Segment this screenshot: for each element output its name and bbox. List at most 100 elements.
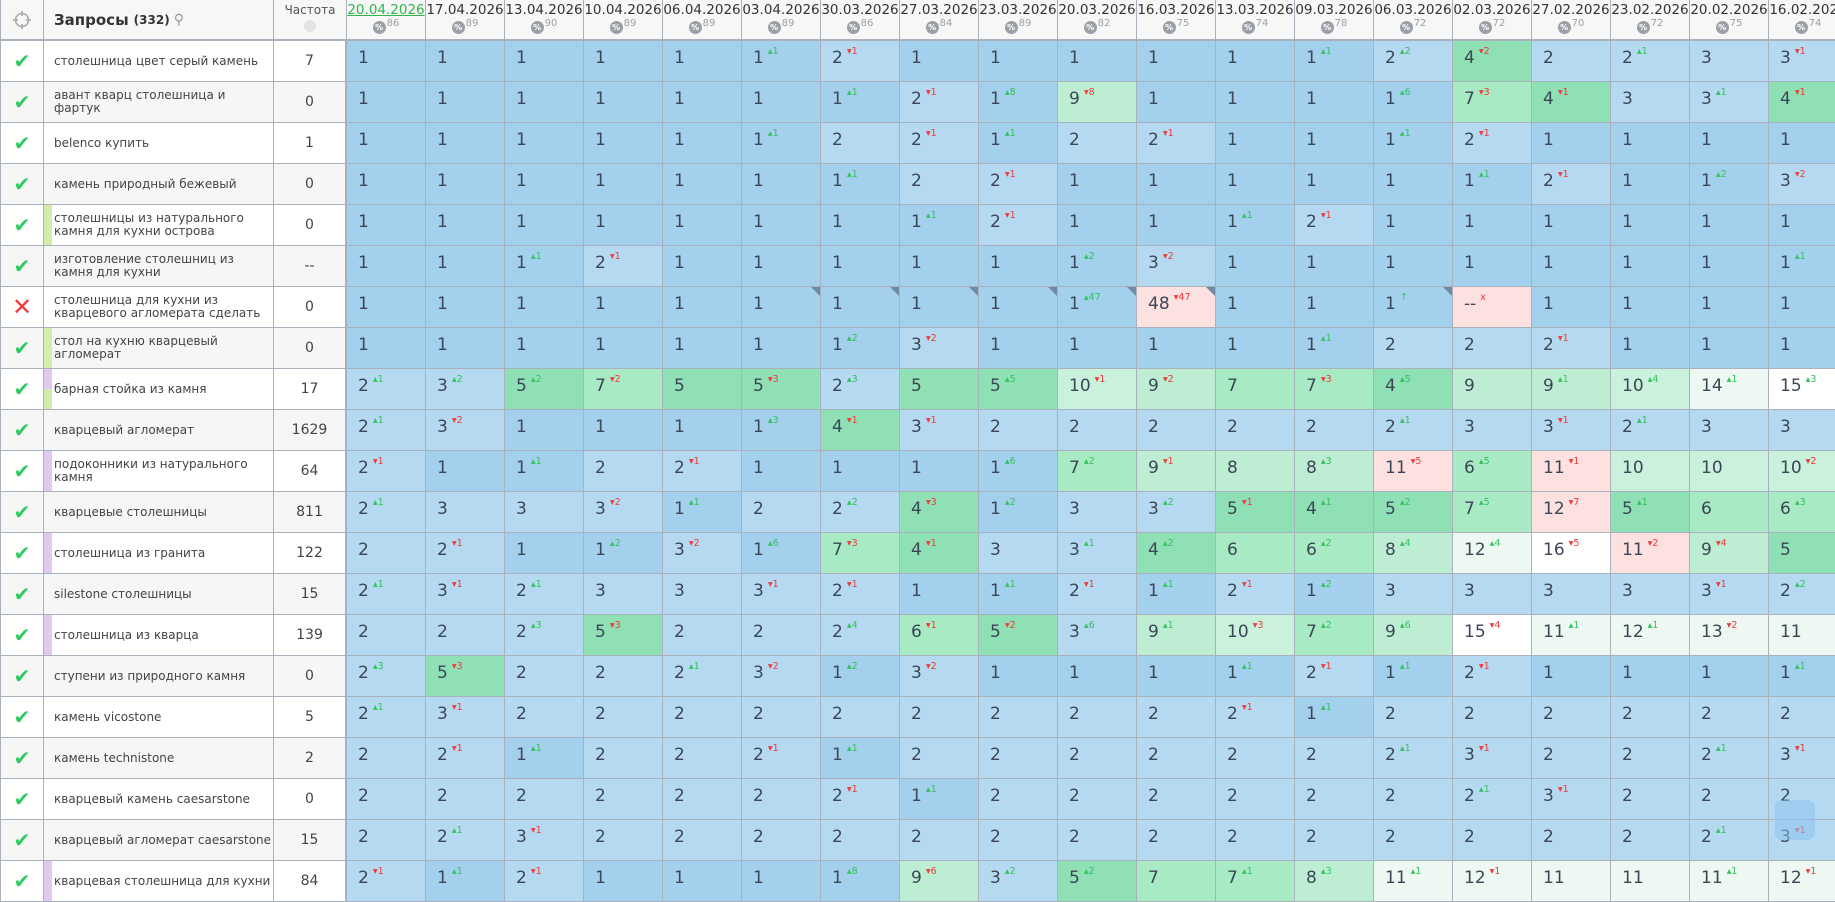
query-cell[interactable]: кварцевый камень caesarstone — [44, 779, 274, 820]
position-cell[interactable]: 1 — [347, 164, 426, 205]
position-cell[interactable]: 1 ▴1 — [505, 738, 584, 779]
position-cell[interactable]: 2 — [1058, 123, 1137, 164]
position-cell[interactable]: 3 — [1532, 574, 1611, 615]
position-cell[interactable]: 2 — [1058, 410, 1137, 451]
position-cell[interactable]: 5 ▾3 — [584, 615, 663, 656]
check-icon[interactable]: ✔ — [1, 451, 44, 492]
position-cell[interactable]: 11 ▾5 — [1374, 451, 1453, 492]
date-column-header[interactable]: 23.02.2026% 72 — [1611, 0, 1690, 41]
position-cell[interactable]: 1 — [1216, 246, 1295, 287]
position-cell[interactable]: 1 — [347, 123, 426, 164]
position-cell[interactable]: 1 ▴2 — [821, 656, 900, 697]
position-cell[interactable]: 3 — [1611, 82, 1690, 123]
position-cell[interactable]: 5 ▾3 — [742, 369, 821, 410]
position-cell[interactable]: 16 ▾5 — [1532, 533, 1611, 574]
query-cell[interactable]: столешница из гранита — [44, 533, 274, 574]
position-cell[interactable]: 5 — [1769, 533, 1835, 574]
position-cell[interactable]: 1 — [1532, 205, 1611, 246]
position-cell[interactable]: 2 — [821, 697, 900, 738]
date-column-header[interactable]: 09.03.2026% 78 — [1295, 0, 1374, 41]
position-cell[interactable]: 9 — [1453, 369, 1532, 410]
position-cell[interactable]: 1 — [347, 82, 426, 123]
position-cell[interactable]: 3 ▾2 — [426, 410, 505, 451]
position-cell[interactable]: 2 — [821, 123, 900, 164]
position-cell[interactable]: 1 ▴2 — [584, 533, 663, 574]
position-cell[interactable]: 1 — [505, 205, 584, 246]
check-icon[interactable]: ✔ — [1, 656, 44, 697]
position-cell[interactable]: 1 — [663, 410, 742, 451]
position-cell[interactable]: 2 ▴2 — [821, 492, 900, 533]
position-cell[interactable]: 2 — [1137, 779, 1216, 820]
position-cell[interactable]: 1 — [1216, 287, 1295, 328]
position-cell[interactable]: 2 ▾1 — [821, 41, 900, 82]
position-cell[interactable]: 3 ▾2 — [900, 328, 979, 369]
position-cell[interactable]: 2 ▴1 — [663, 656, 742, 697]
position-cell[interactable]: 7 ▴2 — [1058, 451, 1137, 492]
position-cell[interactable]: 2 ▾1 — [1453, 656, 1532, 697]
position-cell[interactable]: 2 — [1611, 779, 1690, 820]
position-cell[interactable]: 1 ▴2 — [1690, 164, 1769, 205]
position-cell[interactable]: 1 — [979, 287, 1058, 328]
position-cell[interactable]: 2 ▾1 — [1532, 328, 1611, 369]
position-cell[interactable]: 2 ▾1 — [1295, 205, 1374, 246]
position-cell[interactable]: 2 — [742, 615, 821, 656]
position-cell[interactable]: 2 — [347, 615, 426, 656]
date-column-header[interactable]: 27.03.2026% 84 — [900, 0, 979, 41]
position-cell[interactable]: 1 — [663, 123, 742, 164]
position-cell[interactable]: 7 ▴2 — [1295, 615, 1374, 656]
check-icon[interactable]: ✔ — [1, 328, 44, 369]
position-cell[interactable]: 2 — [584, 656, 663, 697]
globe-icon[interactable] — [304, 20, 316, 32]
position-cell[interactable]: 3▾1 — [1769, 738, 1835, 779]
position-cell[interactable]: 7 ▴1 — [1216, 861, 1295, 902]
position-cell[interactable]: 1 — [426, 451, 505, 492]
check-icon[interactable]: ✔ — [1, 205, 44, 246]
position-cell[interactable]: 2 ▾1 — [1216, 574, 1295, 615]
position-cell[interactable]: 7 ▾3 — [1453, 82, 1532, 123]
position-cell[interactable]: 10 — [1690, 451, 1769, 492]
query-cell[interactable]: камень природный бежевый — [44, 164, 274, 205]
position-cell[interactable]: 1 — [1137, 41, 1216, 82]
position-cell[interactable]: -- x — [1453, 287, 1532, 328]
position-cell[interactable]: 1 — [742, 164, 821, 205]
position-cell[interactable]: 2 ▾1 — [1453, 123, 1532, 164]
position-cell[interactable]: 1 ▴1 — [505, 451, 584, 492]
date-column-header[interactable]: 06.04.2026% 89 — [663, 0, 742, 41]
position-cell[interactable]: 1 — [1611, 656, 1690, 697]
position-cell[interactable]: 1 — [1374, 246, 1453, 287]
position-cell[interactable]: 1 ▴8 — [979, 82, 1058, 123]
position-cell[interactable]: 3 ▴2 — [979, 861, 1058, 902]
position-cell[interactable]: 12 ▾7 — [1532, 492, 1611, 533]
query-cell[interactable]: ступени из природного камня — [44, 656, 274, 697]
position-cell[interactable]: 12 ▾1 — [1453, 861, 1532, 902]
position-cell[interactable]: 2 — [1295, 738, 1374, 779]
date-column-header[interactable]: 27.02.2026% 70 — [1532, 0, 1611, 41]
position-cell[interactable]: 1 — [1690, 123, 1769, 164]
position-cell[interactable]: 2 ▴1 — [505, 574, 584, 615]
note-corner-icon[interactable] — [1127, 287, 1136, 296]
position-cell[interactable]: 1 — [584, 861, 663, 902]
position-cell[interactable]: 1 — [505, 164, 584, 205]
position-cell[interactable]: 2 ▾1 — [900, 123, 979, 164]
query-cell[interactable]: столешницы из натурального камня для кух… — [44, 205, 274, 246]
check-icon[interactable]: ✔ — [1, 861, 44, 902]
position-cell[interactable]: 7 ▴5 — [1453, 492, 1532, 533]
position-cell[interactable]: 2 — [347, 820, 426, 861]
position-cell[interactable]: 1 — [584, 410, 663, 451]
position-cell[interactable]: 1 — [1295, 287, 1374, 328]
position-cell[interactable]: 3 ▾2 — [742, 656, 821, 697]
position-cell[interactable]: 1 — [1611, 205, 1690, 246]
position-cell[interactable]: 2 — [1137, 410, 1216, 451]
position-cell[interactable]: 1 — [900, 451, 979, 492]
date-label[interactable]: 20.04.2026 — [347, 2, 425, 18]
position-cell[interactable]: 9 ▴1 — [1137, 615, 1216, 656]
position-cell[interactable]: 2 — [426, 779, 505, 820]
position-cell[interactable]: 1 — [426, 82, 505, 123]
position-cell[interactable]: 1 — [900, 574, 979, 615]
position-cell[interactable]: 2 ▴4 — [821, 615, 900, 656]
position-cell[interactable]: 2 — [347, 779, 426, 820]
position-cell[interactable]: 1 — [1295, 82, 1374, 123]
position-cell[interactable]: 5 ▴2 — [1058, 861, 1137, 902]
cross-icon[interactable]: ✕ — [1, 287, 44, 328]
date-column-header[interactable]: 10.04.2026% 89 — [584, 0, 663, 41]
